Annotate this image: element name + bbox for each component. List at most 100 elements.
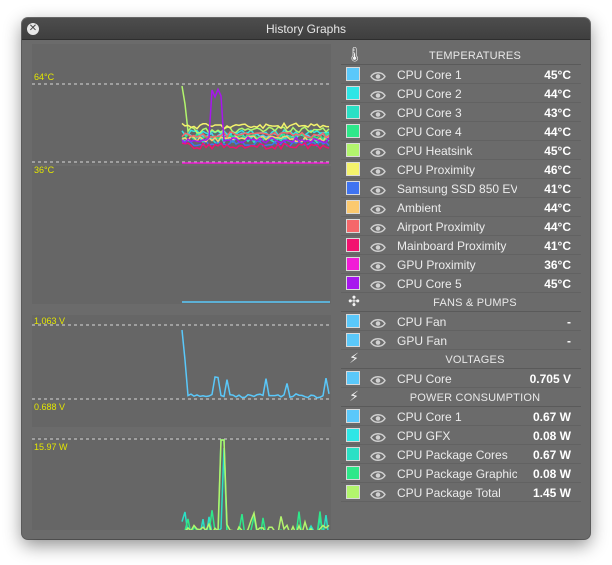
color-swatch[interactable] — [346, 409, 360, 423]
color-swatch[interactable] — [346, 447, 360, 461]
sensor-row[interactable]: CPU Package Total 1.45 W — [341, 483, 581, 502]
sensor-row[interactable]: Samsung SSD 850 EV... 41°C — [341, 179, 581, 198]
sensor-row[interactable]: Mainboard Proximity 41°C — [341, 236, 581, 255]
color-swatch[interactable] — [346, 124, 360, 138]
sensor-row[interactable]: CPU Core 2 44°C — [341, 84, 581, 103]
color-swatch[interactable] — [346, 219, 360, 233]
eye-icon[interactable] — [370, 373, 386, 385]
temperature-max-label: 64°C — [34, 72, 55, 82]
eye-icon[interactable] — [370, 183, 386, 195]
color-swatch[interactable] — [346, 105, 360, 119]
color-swatch[interactable] — [346, 314, 360, 328]
sensor-row[interactable]: GPU Fan - — [341, 331, 581, 350]
eye-icon[interactable] — [370, 202, 386, 214]
temperature-trace — [181, 87, 330, 144]
sensor-row[interactable]: CPU Fan - — [341, 312, 581, 331]
eye-icon[interactable] — [370, 164, 386, 176]
sensor-value: 44°C — [544, 125, 571, 139]
sensor-row[interactable]: CPU Package Graphics 0.08 W — [341, 464, 581, 483]
temperature-trace — [181, 141, 330, 151]
color-swatch[interactable] — [346, 238, 360, 252]
sensor-row[interactable]: Airport Proximity 44°C — [341, 217, 581, 236]
sensor-row[interactable]: CPU Package Cores 0.67 W — [341, 445, 581, 464]
fan-icon: ✣ — [348, 294, 360, 310]
sensor-row[interactable]: Ambient 44°C — [341, 198, 581, 217]
temperature-trace — [181, 121, 330, 130]
title-bar: ✕ History Graphs — [22, 18, 590, 40]
sensor-row[interactable]: CPU Core 5 45°C — [341, 274, 581, 293]
sensor-value: 44°C — [544, 87, 571, 101]
sensor-name: CPU Core 5 — [397, 277, 462, 291]
color-swatch[interactable] — [346, 67, 360, 81]
voltage-min-label: 0.688 V — [34, 402, 65, 412]
sensor-name: CPU Proximity — [397, 163, 476, 177]
sensor-value: 45°C — [544, 144, 571, 158]
sensor-name: Ambient — [397, 201, 442, 215]
sensor-value: 44°C — [544, 201, 571, 215]
eye-icon[interactable] — [370, 107, 386, 119]
lightning-icon: ⚡ — [349, 389, 359, 405]
sensor-name: Mainboard Proximity — [397, 239, 507, 253]
section-header: 🌡 TEMPERATURES — [341, 46, 581, 65]
eye-icon[interactable] — [370, 69, 386, 81]
color-swatch[interactable] — [346, 200, 360, 214]
sensor-name: CPU Package Graphics — [397, 467, 517, 481]
eye-icon[interactable] — [370, 145, 386, 157]
temperature-trace — [181, 131, 330, 139]
eye-icon[interactable] — [370, 278, 386, 290]
sensor-value: 45°C — [544, 277, 571, 291]
history-graphs-svg: 64°C 36°C 1.063 V 0.688 V 15.97 W - — [32, 44, 331, 530]
color-swatch[interactable] — [346, 162, 360, 176]
sensor-row[interactable]: CPU Heatsink 45°C — [341, 141, 581, 160]
color-swatch[interactable] — [346, 257, 360, 271]
eye-icon[interactable] — [370, 259, 386, 271]
temperature-min-label: 36°C — [34, 165, 55, 175]
eye-icon[interactable] — [370, 335, 386, 347]
color-swatch[interactable] — [346, 333, 360, 347]
lightning-icon: ⚡ — [349, 351, 359, 367]
sensor-row[interactable]: CPU Core 3 43°C — [341, 103, 581, 122]
color-swatch[interactable] — [346, 276, 360, 290]
power-trace — [185, 439, 330, 530]
sensor-value: 36°C — [544, 258, 571, 272]
eye-icon[interactable] — [370, 411, 386, 423]
temperature-series — [181, 85, 330, 303]
color-swatch[interactable] — [346, 181, 360, 195]
sensor-value: 46°C — [544, 163, 571, 177]
sensor-value: - — [567, 334, 571, 348]
sensor-value: 43°C — [544, 106, 571, 120]
eye-icon[interactable] — [370, 487, 386, 499]
close-icon[interactable]: ✕ — [27, 23, 39, 35]
eye-icon[interactable] — [370, 449, 386, 461]
sensor-name: CPU Core 4 — [397, 125, 462, 139]
color-swatch[interactable] — [346, 86, 360, 100]
sensor-name: CPU Core 1 — [397, 68, 462, 82]
color-swatch[interactable] — [346, 485, 360, 499]
sensor-row[interactable]: CPU Core 1 0.67 W — [341, 407, 581, 426]
power-graph-panel — [32, 437, 331, 530]
color-swatch[interactable] — [346, 428, 360, 442]
color-swatch[interactable] — [346, 371, 360, 385]
eye-icon[interactable] — [370, 88, 386, 100]
sensor-row[interactable]: CPU GFX 0.08 W — [341, 426, 581, 445]
eye-icon[interactable] — [370, 468, 386, 480]
window-title: History Graphs — [265, 22, 347, 36]
sensor-row[interactable]: GPU Proximity 36°C — [341, 255, 581, 274]
color-swatch[interactable] — [346, 466, 360, 480]
section-title: TEMPERATURES — [428, 50, 522, 62]
eye-icon[interactable] — [370, 240, 386, 252]
eye-icon[interactable] — [370, 430, 386, 442]
sensor-row[interactable]: CPU Core 4 44°C — [341, 122, 581, 141]
eye-icon[interactable] — [370, 221, 386, 233]
eye-icon[interactable] — [370, 316, 386, 328]
color-swatch[interactable] — [346, 143, 360, 157]
sensor-name: GPU Proximity — [397, 258, 476, 272]
sensor-name: GPU Fan — [397, 334, 448, 348]
sensor-row[interactable]: CPU Core 1 45°C — [341, 65, 581, 84]
sensor-name: CPU Package Total — [397, 486, 501, 500]
sensor-value: 0.08 W — [532, 467, 571, 481]
sensor-name: CPU GFX — [397, 429, 451, 443]
eye-icon[interactable] — [370, 126, 386, 138]
sensor-row[interactable]: CPU Proximity 46°C — [341, 160, 581, 179]
sensor-row[interactable]: CPU Core 0.705 V — [341, 369, 581, 388]
